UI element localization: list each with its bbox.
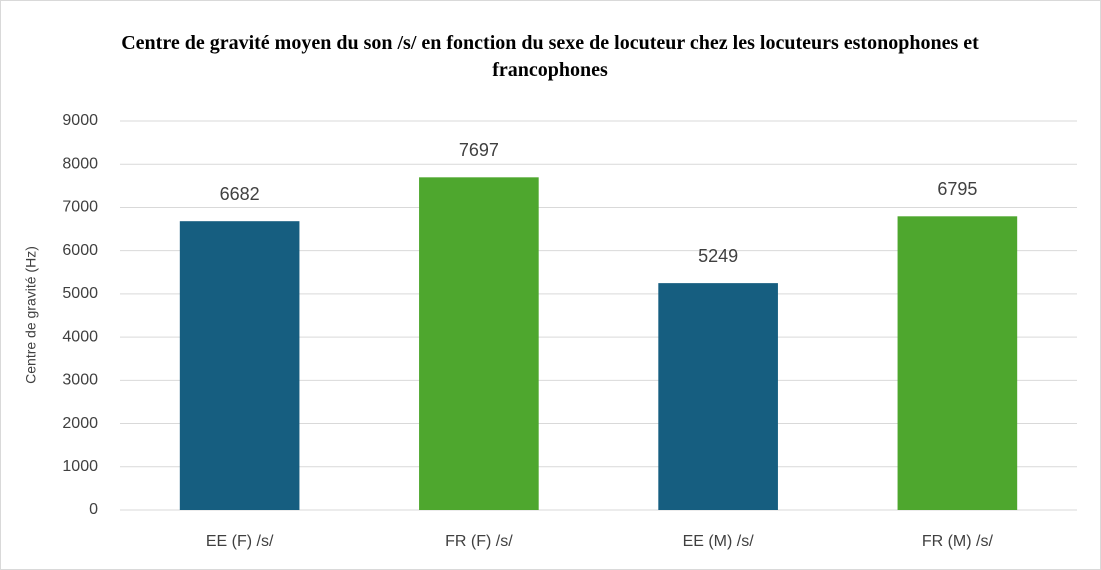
bar [179,221,300,510]
chart-title: Centre de gravité moyen du son /s/ en fo… [121,32,979,81]
y-tick-label: 9000 [62,112,98,129]
y-tick-label: 3000 [62,372,98,389]
x-tick-label: FR (F) /s/ [445,533,513,550]
x-tick-label: EE (F) /s/ [206,533,274,550]
y-tick-label: 6000 [62,242,98,259]
x-tick-label: FR (M) /s/ [922,533,994,550]
y-tick-label: 2000 [62,415,98,432]
y-tick-label: 4000 [62,328,98,345]
data-label: 7697 [459,140,499,160]
y-tick-label: 8000 [62,155,98,172]
data-label: 6682 [220,184,260,204]
y-tick-label: 5000 [62,285,98,302]
y-tick-label: 0 [89,501,98,518]
bar [658,283,778,510]
data-label: 6795 [937,179,977,199]
y-tick-label: 1000 [62,458,98,475]
data-label: 5249 [698,246,738,266]
y-axis-label: Centre de gravité (Hz) [23,246,39,384]
x-tick-label: EE (M) /s/ [683,533,755,550]
bar [419,177,539,511]
y-tick-label: 7000 [62,199,98,216]
bar [897,216,1018,510]
